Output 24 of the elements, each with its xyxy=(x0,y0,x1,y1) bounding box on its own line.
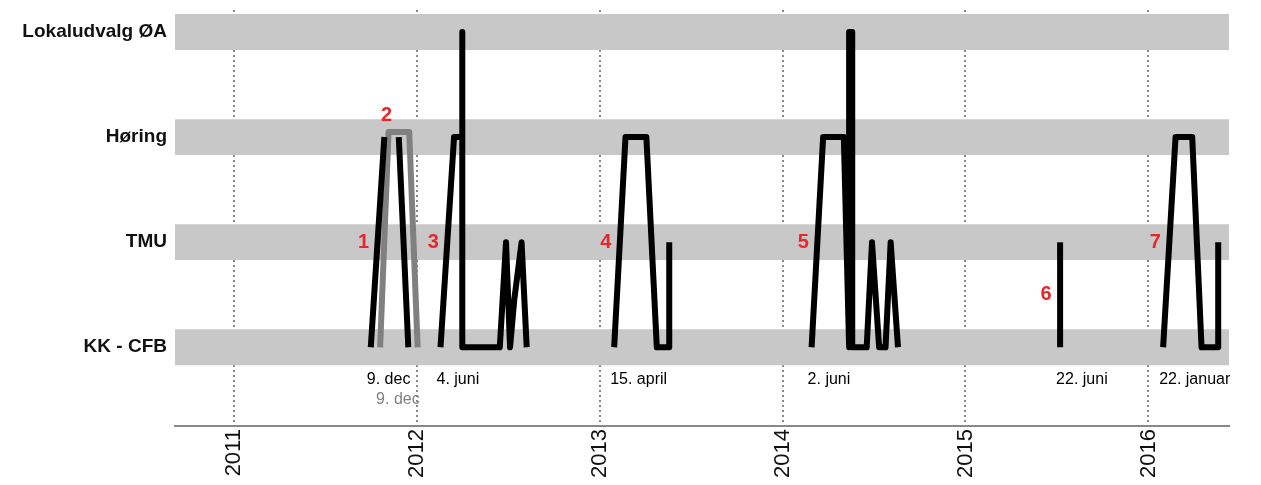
annotation: 9. dec xyxy=(366,369,411,387)
annotation: 2. juni xyxy=(807,369,851,387)
x-tick-label: 2016 xyxy=(1134,429,1160,479)
band-label: Høring xyxy=(105,125,167,147)
x-tick-label: 2012 xyxy=(402,429,428,479)
x-tick-label: 2014 xyxy=(768,429,794,479)
series-label: 7 xyxy=(1149,229,1161,252)
annotation: 15. april xyxy=(610,369,668,387)
x-tick-label: 2015 xyxy=(951,429,977,479)
series-label: 6 xyxy=(1040,282,1052,305)
series-label: 4 xyxy=(600,229,613,252)
series-label: 1 xyxy=(358,229,370,252)
band-label: TMU xyxy=(125,230,167,252)
annotation: 4. juni xyxy=(436,369,480,387)
series-label: 5 xyxy=(797,229,809,252)
series-label: 2 xyxy=(380,103,393,126)
annotation: 22. januar xyxy=(1159,369,1231,387)
series-label: 3 xyxy=(427,229,439,252)
band-label: KK - CFB xyxy=(83,335,167,357)
band-label: Lokaludvalg ØA xyxy=(22,20,168,42)
x-tick-label: 2013 xyxy=(585,429,611,479)
x-tick-label: 2011 xyxy=(219,429,245,477)
annotation: 9. dec xyxy=(376,389,420,407)
annotation: 22. juni xyxy=(1056,369,1108,387)
